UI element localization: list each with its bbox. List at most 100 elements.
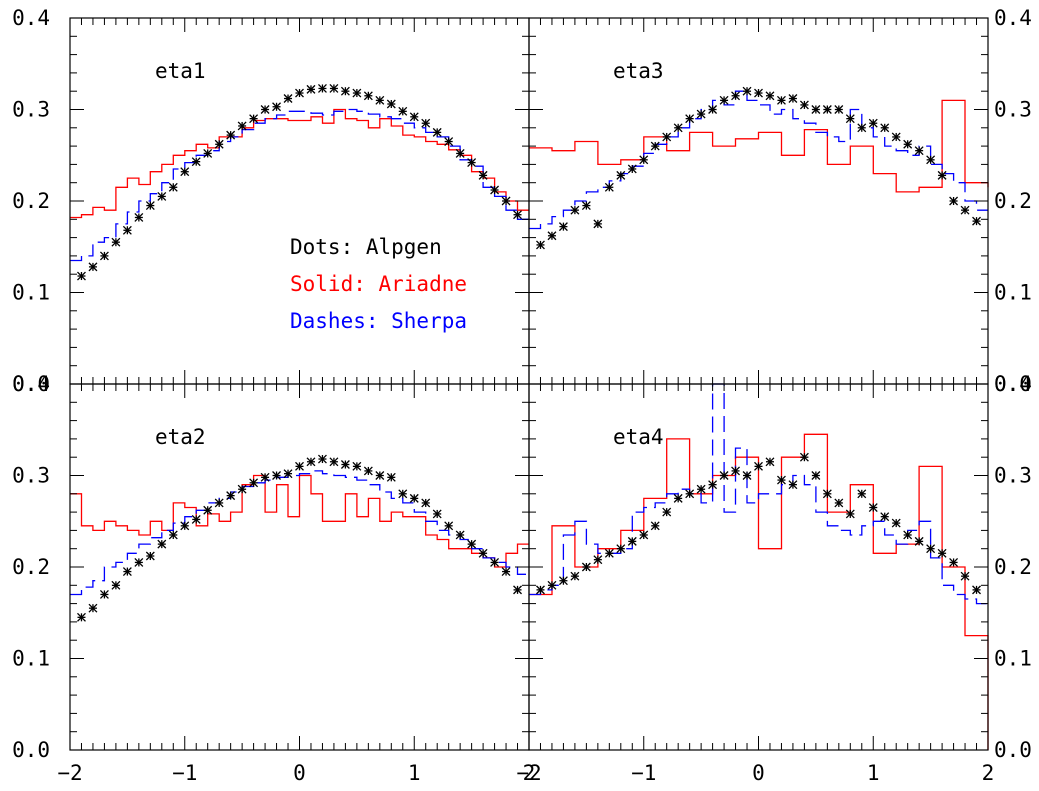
series-ariadne-eta4 xyxy=(529,433,989,750)
alpgen-point xyxy=(214,139,224,149)
panel-eta2 xyxy=(70,454,529,622)
alpgen-point xyxy=(398,106,408,116)
y-tick-label-right: 0.3 xyxy=(994,464,1032,488)
alpgen-point xyxy=(363,466,373,476)
alpgen-point xyxy=(914,536,924,546)
y-tick-label-left: 0.3 xyxy=(12,98,50,122)
alpgen-point xyxy=(685,489,695,499)
alpgen-point xyxy=(478,548,488,558)
alpgen-point xyxy=(972,216,981,226)
alpgen-point xyxy=(949,196,959,206)
y-tick-label-left: 0.1 xyxy=(12,647,50,671)
alpgen-point xyxy=(822,105,832,114)
alpgen-point xyxy=(593,219,603,229)
alpgen-point xyxy=(145,201,155,211)
y-tick-label-left: 0.2 xyxy=(12,189,50,213)
alpgen-point xyxy=(77,271,86,281)
alpgen-point xyxy=(203,505,213,515)
alpgen-point xyxy=(490,185,500,195)
alpgen-point xyxy=(467,539,477,549)
alpgen-point xyxy=(799,100,809,110)
x-tick-label: −2 xyxy=(516,761,541,785)
alpgen-point xyxy=(111,237,121,247)
alpgen-point xyxy=(662,132,672,142)
alpgen-point xyxy=(180,521,190,531)
alpgen-point xyxy=(99,251,109,261)
alpgen-point xyxy=(776,475,786,485)
y-tick-label-left: 0.0 xyxy=(12,372,50,396)
series-sherpa-eta4 xyxy=(529,383,988,605)
alpgen-point xyxy=(754,88,763,98)
alpgen-point xyxy=(168,530,178,540)
alpgen-point xyxy=(949,557,959,567)
x-tick-label: 1 xyxy=(408,761,421,785)
alpgen-point xyxy=(972,585,981,595)
series-alpgen-eta3 xyxy=(536,86,981,250)
alpgen-point xyxy=(822,489,832,499)
panel-frame-bottom-left xyxy=(69,383,530,751)
alpgen-point xyxy=(122,567,132,577)
alpgen-point xyxy=(409,112,419,122)
alpgen-point xyxy=(260,105,270,114)
series-ariadne-eta2 xyxy=(70,474,529,568)
alpgen-point xyxy=(719,471,729,480)
alpgen-point xyxy=(317,83,327,93)
alpgen-point xyxy=(937,548,947,558)
alpgen-point xyxy=(662,507,672,517)
alpgen-point xyxy=(352,88,362,98)
x-tick-label: −1 xyxy=(631,761,656,785)
alpgen-point xyxy=(191,157,201,167)
y-tick-label-right: 0.0 xyxy=(994,372,1032,396)
y-tick-label-right: 0.4 xyxy=(994,6,1032,30)
alpgen-point xyxy=(340,460,350,469)
alpgen-point xyxy=(685,114,695,124)
alpgen-point xyxy=(857,489,867,499)
panel-eta1 xyxy=(70,83,529,281)
alpgen-point xyxy=(180,167,190,177)
alpgen-point xyxy=(639,530,649,540)
alpgen-point xyxy=(226,130,236,140)
alpgen-point xyxy=(903,530,913,540)
alpgen-point xyxy=(432,127,442,137)
alpgen-point xyxy=(570,205,580,215)
alpgen-point xyxy=(937,170,947,180)
alpgen-point xyxy=(673,493,683,503)
alpgen-point xyxy=(696,484,706,494)
alpgen-point xyxy=(926,155,936,165)
alpgen-point xyxy=(547,580,557,590)
alpgen-point xyxy=(432,509,442,519)
series-sherpa-eta1 xyxy=(70,108,529,262)
alpgen-point xyxy=(88,603,98,613)
alpgen-point xyxy=(122,225,132,235)
alpgen-point xyxy=(88,262,98,272)
alpgen-point xyxy=(834,498,844,508)
alpgen-point xyxy=(467,158,477,168)
alpgen-point xyxy=(811,471,821,480)
alpgen-point xyxy=(960,571,970,581)
alpgen-point xyxy=(444,521,454,531)
alpgen-point xyxy=(283,469,293,479)
alpgen-point xyxy=(834,105,844,114)
alpgen-point xyxy=(536,585,545,595)
alpgen-point xyxy=(214,498,224,508)
y-tick-label-left: 0.4 xyxy=(12,6,50,30)
alpgen-point xyxy=(249,478,259,488)
alpgen-point xyxy=(696,109,706,119)
alpgen-point xyxy=(375,471,385,480)
alpgen-point xyxy=(134,557,144,567)
y-tick-label-left: 0.4 xyxy=(12,372,50,396)
alpgen-point xyxy=(306,457,316,467)
alpgen-point xyxy=(742,471,752,480)
series-alpgen-eta2 xyxy=(77,454,522,622)
alpgen-point xyxy=(455,530,465,540)
alpgen-point xyxy=(799,452,809,462)
alpgen-point xyxy=(788,480,798,490)
alpgen-point xyxy=(501,196,511,206)
alpgen-point xyxy=(742,86,752,96)
legend-entry-dashes: Dashes: Sherpa xyxy=(290,309,467,333)
alpgen-point xyxy=(581,201,591,211)
alpgen-point xyxy=(627,164,637,174)
alpgen-point xyxy=(708,480,718,490)
